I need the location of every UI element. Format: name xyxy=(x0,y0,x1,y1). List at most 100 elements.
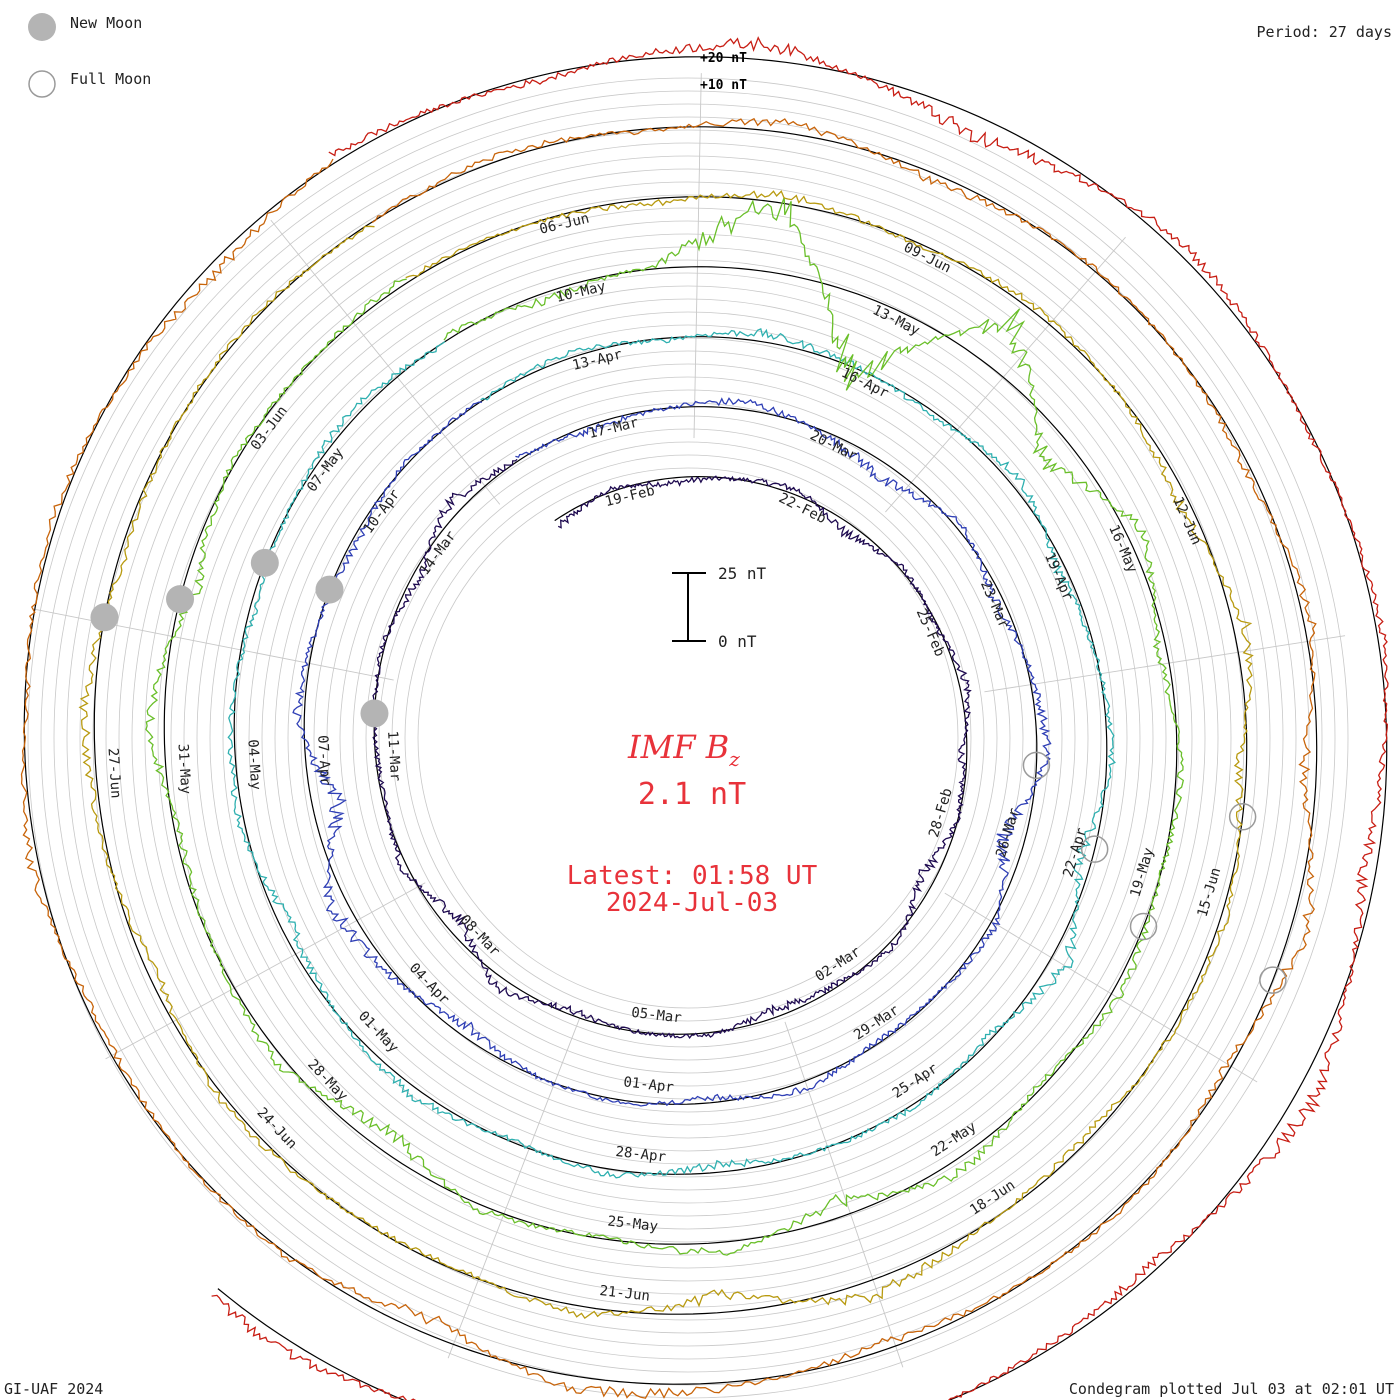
date-label: 16-May xyxy=(1105,523,1140,576)
grid-ring xyxy=(261,311,1115,1165)
grid-ring xyxy=(378,428,998,1048)
grid-ring xyxy=(66,116,1310,1360)
latest-time: Latest: 01:58 UT xyxy=(567,861,818,891)
chart-title-sub: z xyxy=(728,747,740,771)
grid-ring xyxy=(40,90,1336,1386)
date-label: 22-Apr xyxy=(1060,826,1090,879)
date-label: 19-May xyxy=(1128,846,1158,899)
full-moon-marker xyxy=(1228,803,1257,831)
grid-ring xyxy=(170,220,1206,1256)
ring-label-20nT: +20 nT xyxy=(700,51,747,66)
grid-ring xyxy=(248,298,1128,1178)
date-label: 10-May xyxy=(554,279,607,306)
chart-title: IMF Bz xyxy=(627,728,740,771)
date-label: 07-Apr xyxy=(314,735,333,786)
baseline-spiral xyxy=(23,56,1388,1400)
scale-bar xyxy=(672,572,706,642)
date-label: 15-Jun xyxy=(1195,866,1225,919)
date-label: 08-Mar xyxy=(456,912,502,960)
date-label: 20-Mar xyxy=(807,428,859,465)
grid-spoke xyxy=(885,236,1126,513)
current-value: 2.1 nT xyxy=(638,777,746,812)
grid-ring xyxy=(274,324,1102,1152)
date-label: 04-May xyxy=(244,739,263,790)
grid-ring xyxy=(79,129,1297,1347)
grid-ring xyxy=(144,194,1232,1282)
new-moon-marker xyxy=(166,585,195,614)
bz-trace-4 xyxy=(78,190,1254,1320)
date-label: 06-Jun xyxy=(538,210,591,237)
grid-ring xyxy=(118,168,1258,1308)
ring-label-10nT: +10 nT xyxy=(700,78,747,93)
date-label: 31-May xyxy=(174,743,193,794)
date-label: 21-Jun xyxy=(599,1283,651,1305)
footer-credit: GI-UAF 2024 xyxy=(4,1380,103,1398)
new-moon-legend-icon xyxy=(28,13,56,41)
date-label: 12-Jun xyxy=(1169,495,1204,548)
grid-ring xyxy=(27,77,1349,1399)
date-label: 26-Mar xyxy=(993,806,1023,859)
grid-spoke xyxy=(693,73,702,439)
grid-ring xyxy=(105,155,1271,1321)
new-moon-marker xyxy=(360,699,389,728)
bz-trace-5 xyxy=(20,117,1317,1399)
date-label: 25-May xyxy=(607,1213,659,1235)
grid-ring xyxy=(339,389,1037,1087)
grid-ring xyxy=(157,207,1219,1269)
full-moon-marker xyxy=(1259,966,1287,994)
new-moon-marker xyxy=(250,548,279,577)
date-label: 23-Mar xyxy=(977,578,1012,631)
bz-trace-6 xyxy=(211,36,1389,1400)
scale-top-label: 25 nT xyxy=(718,564,767,583)
grid-ring xyxy=(404,454,972,1022)
grid-spoke xyxy=(270,219,501,505)
date-label: 22-May xyxy=(928,1119,979,1160)
grid-ring xyxy=(313,363,1063,1113)
latest-date: 2024-Jul-03 xyxy=(606,888,778,918)
moon-markers xyxy=(90,548,1287,994)
polar-grid xyxy=(27,73,1349,1399)
date-label: 28-Apr xyxy=(615,1144,667,1166)
new-moon-marker xyxy=(315,575,344,604)
grid-spoke xyxy=(784,1021,904,1368)
bz-trace-0 xyxy=(371,458,972,1040)
grid-ring xyxy=(287,337,1089,1139)
grid-ring xyxy=(365,415,1011,1061)
grid-ring xyxy=(326,376,1050,1100)
period-label: Period: 27 days xyxy=(1257,23,1392,41)
date-label: 13-Apr xyxy=(571,347,624,374)
date-label: 11-Mar xyxy=(384,730,403,781)
date-label: 04-Apr xyxy=(406,960,452,1008)
grid-spoke xyxy=(944,892,1258,1083)
date-label: 05-Mar xyxy=(630,1005,682,1027)
grid-ring xyxy=(235,285,1141,1191)
full-moon-legend-label: Full Moon xyxy=(70,70,151,88)
bz-trace-1 xyxy=(292,397,1052,1107)
bz-traces xyxy=(20,36,1389,1400)
new-moon-marker xyxy=(90,603,119,632)
footer-plotted: Condegram plotted Jul 03 at 02:01 UT xyxy=(1069,1380,1394,1398)
full-moon-legend-icon xyxy=(28,70,56,98)
grid-ring xyxy=(417,467,959,1009)
chart-title-main: IMF B xyxy=(627,728,729,766)
grid-ring xyxy=(53,103,1323,1373)
grid-spoke xyxy=(447,1017,581,1359)
date-label: 19-Apr xyxy=(1041,550,1076,603)
bz-trace-2 xyxy=(227,327,1116,1179)
date-label: 01-Apr xyxy=(623,1074,675,1096)
grid-ring xyxy=(300,350,1076,1126)
date-label: 29-Mar xyxy=(851,1002,902,1043)
grid-spoke xyxy=(984,635,1346,693)
grid-ring xyxy=(222,272,1154,1204)
grid-ring xyxy=(352,402,1024,1074)
date-label: 02-Mar xyxy=(812,944,863,985)
date-label: 27-Jun xyxy=(105,748,124,799)
grid-ring xyxy=(92,142,1284,1334)
scale-bottom-label: 0 nT xyxy=(718,632,757,651)
full-moon-marker xyxy=(1080,835,1109,863)
full-moon-marker xyxy=(1022,751,1051,780)
full-moon-marker xyxy=(1129,912,1158,941)
grid-ring xyxy=(209,259,1167,1217)
bz-trace-3 xyxy=(145,197,1185,1256)
grid-spoke xyxy=(105,882,426,1060)
